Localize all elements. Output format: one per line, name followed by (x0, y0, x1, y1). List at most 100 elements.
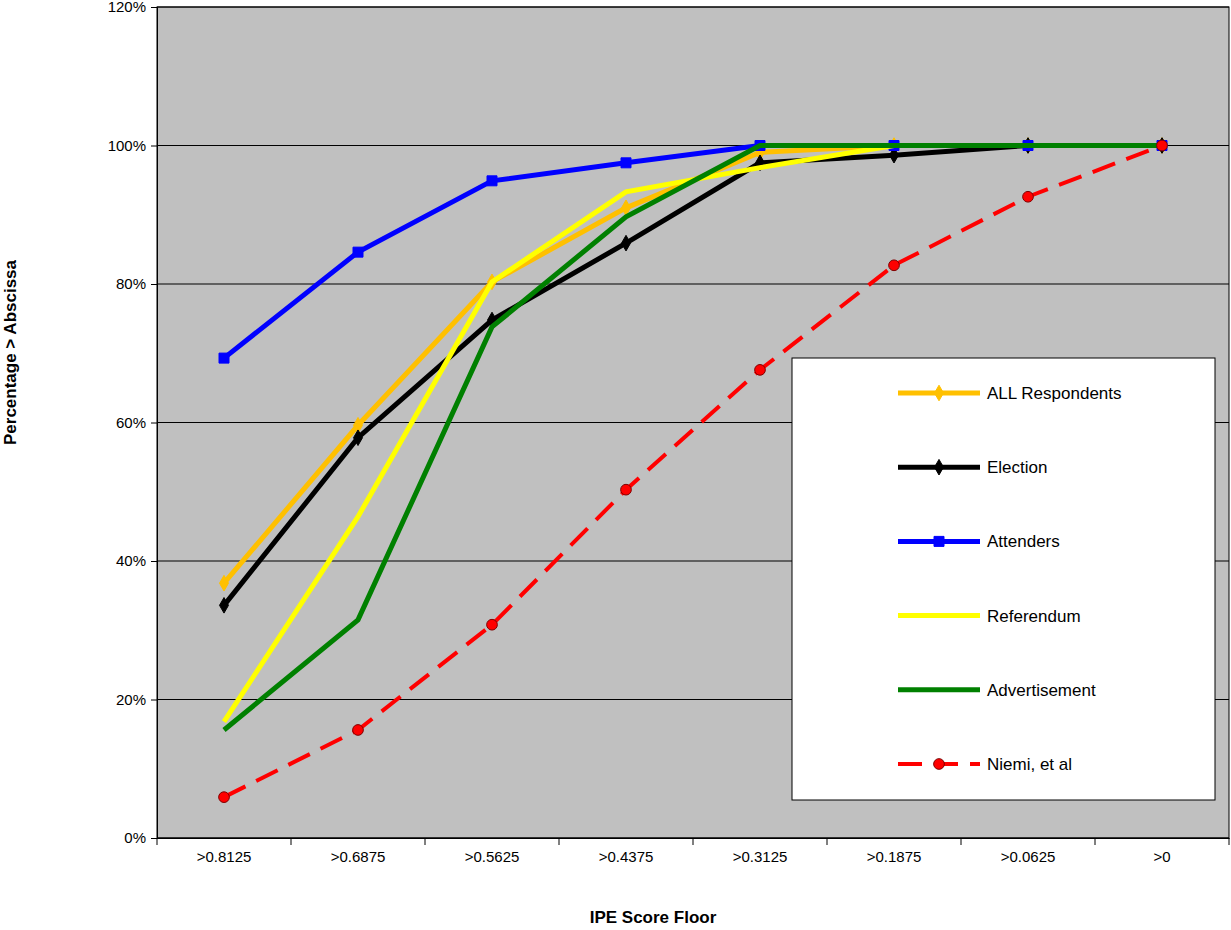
legend-label: Election (987, 458, 1047, 477)
x-boundary-tick (291, 838, 292, 845)
x-tick-label: >0.6875 (331, 848, 386, 865)
series-marker (219, 353, 229, 363)
y-tick-label: 0% (124, 829, 146, 846)
marker-group (1158, 138, 1167, 154)
x-boundary-tick (693, 838, 694, 845)
legend-marker-group (934, 759, 945, 770)
series-marker (220, 598, 229, 614)
x-tick-label: >0.1875 (867, 848, 922, 865)
x-tick: >0.8125 (197, 838, 252, 865)
series-marker (353, 247, 363, 257)
marker-group (1158, 138, 1167, 154)
marker-group (1023, 191, 1034, 202)
x-tick: >0.1875 (867, 838, 922, 865)
series-line (224, 146, 1162, 798)
y-tick-label: 20% (116, 691, 146, 708)
legend-marker (934, 536, 944, 546)
marker-group (220, 575, 229, 591)
x-boundary-tick (559, 838, 560, 845)
legend-marker (934, 759, 945, 770)
series-marker (1023, 191, 1034, 202)
y-tick: 80% (116, 275, 157, 292)
marker-group (354, 430, 363, 446)
y-tick-mark (151, 700, 157, 701)
x-axis-title: IPE Score Floor (590, 908, 717, 927)
y-axis: 0% 20% 40% 60% 80% 100% 120% (108, 0, 158, 846)
y-tick-label: 120% (108, 0, 146, 15)
legend-entry: Election (898, 458, 1047, 477)
marker-group (219, 792, 230, 803)
series-marker (755, 365, 766, 376)
x-axis: >0.8125 >0.6875 >0.5625 >0.4375 >0.3125 >0.18… (157, 838, 1230, 865)
marker-group (622, 235, 631, 251)
series-marker (219, 792, 230, 803)
series-marker (889, 260, 900, 271)
y-tick-mark (151, 423, 157, 424)
y-tick-label: 100% (108, 137, 146, 154)
x-tick-label: >0.5625 (465, 848, 520, 865)
marker-group (353, 725, 364, 736)
chart: 0% 20% 40% 60% 80% 100% 120% >0.8125 >0.6875 >0.5… (0, 0, 1231, 930)
legend-entry: Niemi, et al (898, 755, 1072, 774)
marker-group (1157, 140, 1168, 151)
series (219, 141, 1167, 364)
legend-entry: Advertisement (898, 681, 1096, 700)
legend-marker-group (934, 536, 944, 546)
legend-label: Attenders (987, 532, 1060, 551)
legend-box (792, 358, 1215, 800)
series-marker (353, 725, 364, 736)
series-marker (1158, 138, 1167, 154)
x-boundary-ticks (157, 838, 1229, 845)
series-marker (487, 619, 498, 630)
y-tick: 40% (116, 552, 157, 569)
y-tick: 0% (124, 829, 157, 846)
x-tick-label: >0 (1153, 848, 1170, 865)
marker-group (889, 260, 900, 271)
x-tick: >0.3125 (733, 838, 788, 865)
y-tick: 60% (116, 414, 157, 431)
legend: ALL Respondents Election Attenders Referend… (792, 358, 1215, 800)
y-tick: 20% (116, 691, 157, 708)
grid (157, 7, 1229, 838)
x-boundary-tick (425, 838, 426, 845)
y-tick-label: 60% (116, 414, 146, 431)
legend-marker-group (935, 459, 944, 475)
series-marker (354, 430, 363, 446)
x-boundary-tick (157, 838, 158, 845)
y-tick: 100% (108, 137, 157, 154)
x-tick-label: >0.8125 (197, 848, 252, 865)
y-axis-line (151, 8, 158, 839)
plot: 0% 20% 40% 60% 80% 100% 120% >0.8125 >0.6875 >0.5… (108, 0, 1230, 865)
marker-group (621, 158, 631, 168)
legend-label: Referendum (987, 607, 1081, 626)
x-tick-label: >0.3125 (733, 848, 788, 865)
x-boundary-tick (961, 838, 962, 845)
y-tick-mark (151, 146, 157, 147)
legend-label: Niemi, et al (987, 755, 1072, 774)
plot-frame (157, 7, 1229, 838)
y-tick: 120% (108, 0, 157, 15)
x-boundary-tick (1229, 838, 1230, 845)
legend-entry: ALL Respondents (898, 384, 1122, 403)
series-marker (621, 158, 631, 168)
y-tick-label: 80% (116, 275, 146, 292)
legend-marker-group (935, 385, 944, 401)
legend-label: ALL Respondents (987, 384, 1122, 403)
series-marker (220, 575, 229, 591)
y-axis-title: Percentage > Abscissa (1, 259, 20, 445)
plot-background (157, 7, 1229, 838)
legend-swatch (898, 613, 980, 618)
y-tick-mark (151, 561, 157, 562)
marker-group (755, 365, 766, 376)
series-marker (487, 176, 497, 186)
legend-swatch (898, 687, 980, 692)
legend-entry: Referendum (898, 607, 1081, 626)
series-marker (622, 235, 631, 251)
x-tick: >0.4375 (599, 838, 654, 865)
legend-label: Advertisement (987, 681, 1096, 700)
x-tick-label: >0.0625 (1001, 848, 1056, 865)
marker-group (1157, 141, 1167, 151)
y-tick-mark (151, 7, 157, 8)
series-marker (1157, 140, 1168, 151)
legend-entry: Attenders (898, 532, 1060, 551)
